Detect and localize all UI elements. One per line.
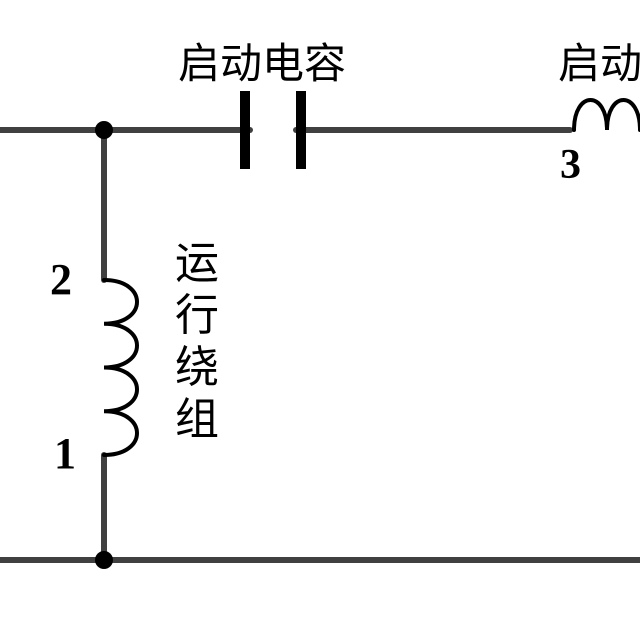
terminal-1: 1 [54,429,76,478]
terminal-3: 3 [560,142,581,188]
capacitor-label: 启动电容 [178,41,346,88]
bg [0,0,640,640]
circuit-diagram: 启动电容运行绕组21启动3 [0,0,640,640]
inductor-label: 启动 [558,42,640,88]
node-n-bottom [95,551,113,569]
node-n-top [95,121,113,139]
terminal-2: 2 [50,255,72,304]
